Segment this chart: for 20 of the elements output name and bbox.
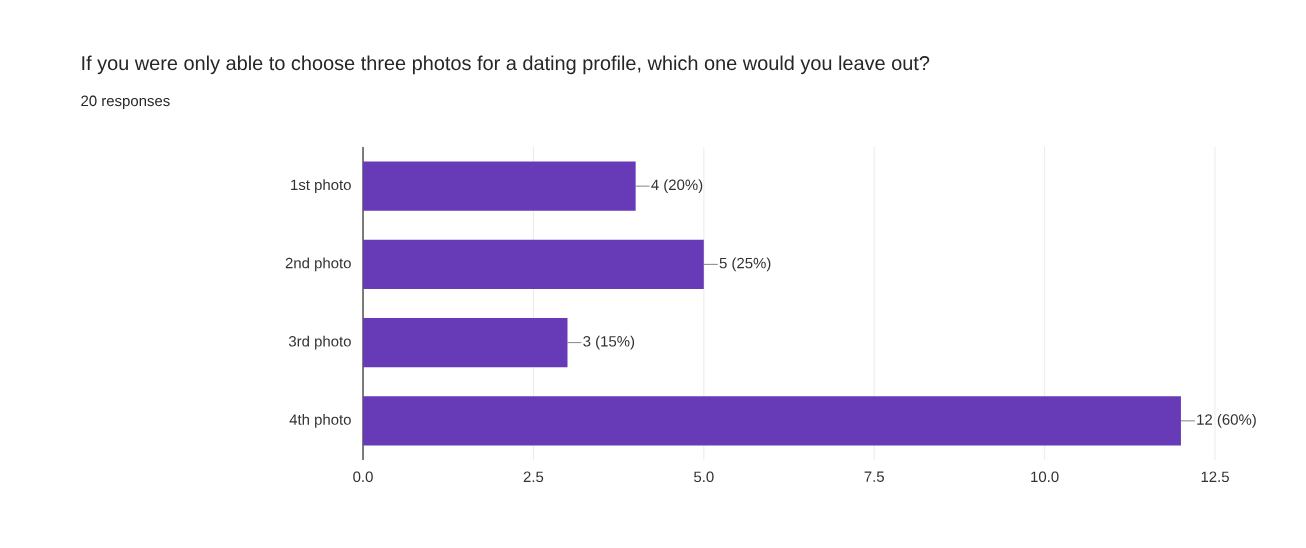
data-label: 3 (15%) [583, 335, 635, 350]
x-tick-label: 2.5 [523, 471, 544, 483]
chart-title: If you were only able to choose three photos for a dating profile, which one would you leave out? [82, 55, 930, 75]
bar [363, 239, 704, 290]
x-tick-label: 10.0 [1031, 471, 1059, 483]
data-label: 12 (60%) [1197, 413, 1256, 428]
y-tick-label: 1st photo [291, 179, 351, 194]
data-label: 5 (25%) [719, 257, 771, 272]
data-label: 4 (20%) [651, 179, 703, 194]
y-tick-label: 2nd photo [285, 257, 351, 272]
text: 20 responses [81, 95, 170, 110]
y-tick-label: 4th photo [289, 413, 351, 428]
bar [363, 396, 1181, 446]
y-tick-label: 3rd photo [288, 335, 351, 350]
x-tick-label: 12.5 [1201, 471, 1229, 483]
x-tick-label: 5.0 [694, 471, 714, 483]
bar [363, 317, 568, 368]
x-tick-label: 0.0 [353, 471, 373, 483]
x-tick-label: 7.5 [864, 471, 884, 482]
bar [363, 161, 636, 211]
